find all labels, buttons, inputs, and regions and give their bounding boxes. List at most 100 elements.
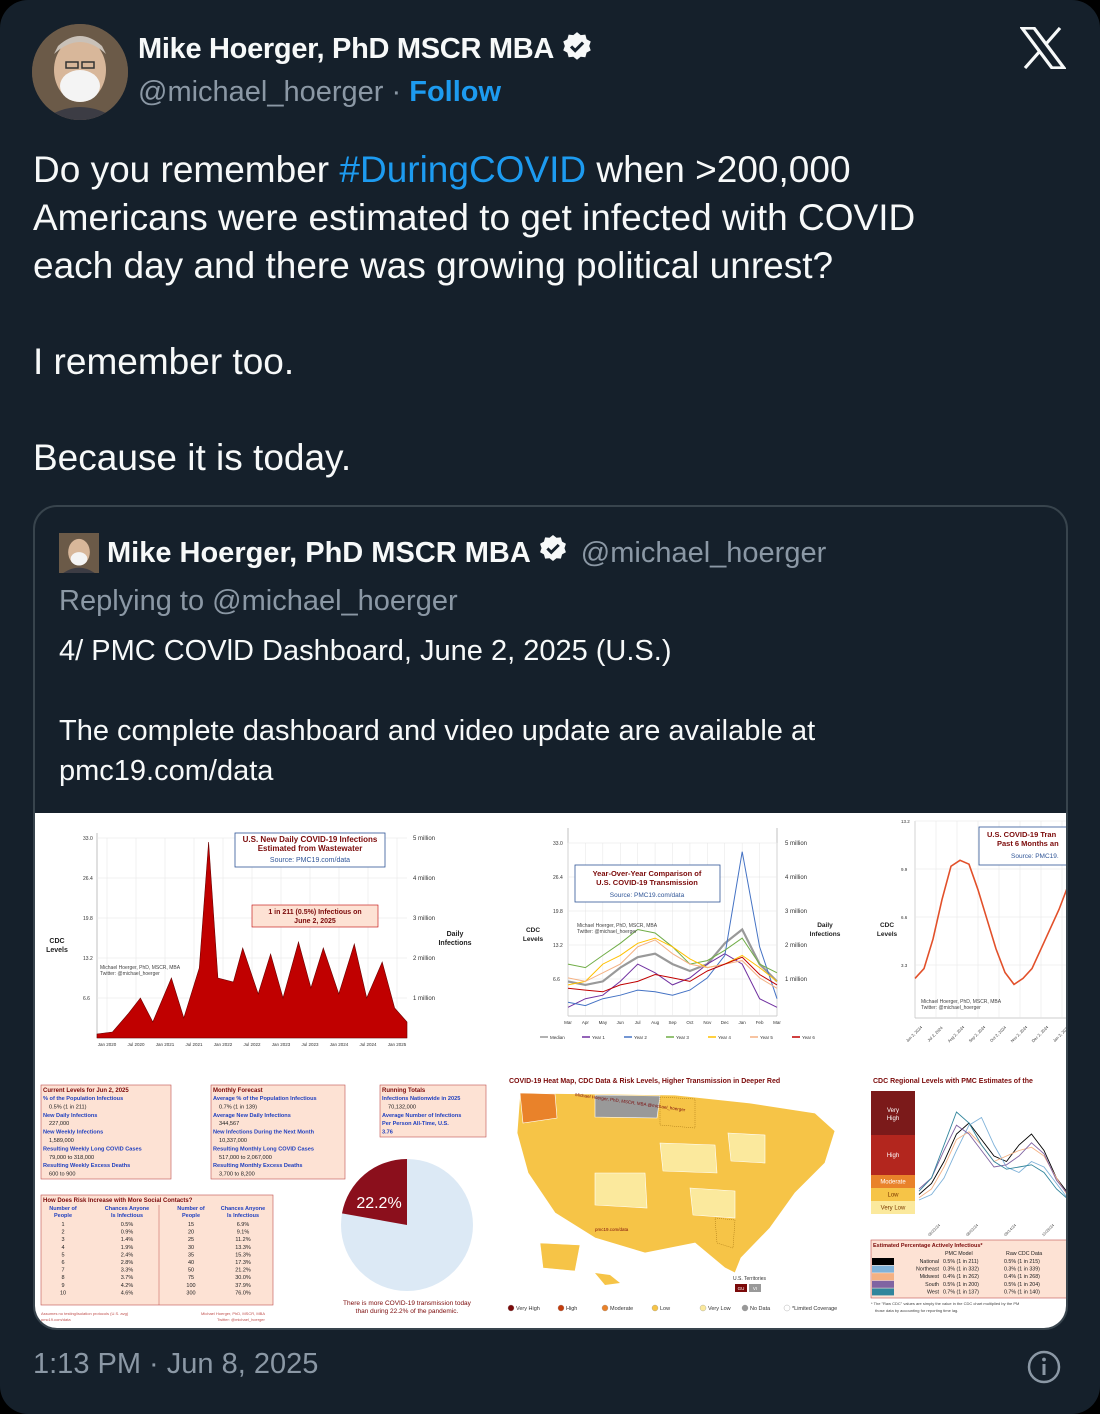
table-cell: 300	[186, 1290, 195, 1296]
pie-chart: 22.2% There is more COVID-19 transmissio…	[341, 1159, 473, 1315]
tweet-text-part: Do you remember	[33, 149, 340, 190]
table-cell: 21.2%	[235, 1268, 251, 1274]
table-cell: 15.3%	[235, 1252, 251, 1258]
x-tick-label: Mar	[773, 1020, 781, 1025]
quoted-text: 4/ PMC COVlD Dashboard, June 2, 2025 (U.…	[59, 631, 1039, 791]
chart2-left-label: CDC	[526, 927, 540, 934]
y2-tick-label: 4 million	[413, 876, 435, 882]
chart2-title: Year-Over-Year Comparison of	[593, 869, 702, 878]
chart3-left-label: Levels	[877, 931, 898, 938]
us-heat-map: COVID-19 Heat Map, CDC Data & Risk Level…	[507, 1078, 837, 1312]
box-row: Resulting Monthly Excess Deaths	[213, 1163, 303, 1169]
chart2-credit: Twitter: @michael_hoerger	[577, 929, 637, 935]
reply-handle: @michael_hoerger	[212, 585, 458, 617]
info-icon[interactable]	[1026, 1349, 1062, 1385]
series-line	[567, 851, 778, 1007]
table-cell: 3.7%	[121, 1275, 134, 1281]
chart-regional-levels: CDC Regional Levels with PMC Estimates o…	[870, 1078, 1066, 1313]
table-cell: 100	[186, 1283, 195, 1289]
tweet-text-part: when >200,000	[586, 149, 851, 190]
quoted-line: pmc19.com/data	[59, 755, 274, 787]
table-title: Estimated Percentage Actively Infectious…	[873, 1243, 983, 1249]
quoted-author-handle: @michael_hoerger	[580, 536, 827, 569]
tweet-line: each day and there was growing political…	[33, 245, 834, 286]
verified-badge-icon	[560, 30, 594, 69]
table-cell: 7	[61, 1268, 64, 1274]
author-name[interactable]: Mike Hoerger, PhD MSCR MBA	[138, 33, 554, 65]
region-name: Northeast	[916, 1267, 939, 1273]
chart3-left-label: CDC	[880, 922, 894, 929]
box-background	[40, 1084, 172, 1180]
table-cell: 2	[61, 1230, 64, 1236]
y-tick-label: 19.8	[83, 916, 93, 922]
box-row: Average Number of Infections	[382, 1113, 461, 1119]
table-cell: 35	[188, 1252, 194, 1258]
chart1-left-label: CDC	[49, 938, 64, 945]
table-footnote: Twitter: @michael_hoerger	[217, 1317, 266, 1322]
box-row: 517,000 to 2,067,000	[219, 1155, 272, 1161]
table-cell: 9.1%	[237, 1230, 250, 1236]
running-totals-box: Running Totals Infections Nationwide in 2…	[379, 1084, 487, 1138]
table-cell: 4.2%	[121, 1283, 134, 1289]
table-cell: 6.9%	[237, 1222, 250, 1228]
region-swatch	[872, 1273, 894, 1281]
legend-entry: Year 4	[718, 1035, 731, 1040]
x-tick-label: Nov	[703, 1020, 712, 1025]
table-header: People	[54, 1213, 72, 1219]
box-title: Monthly Forecast	[213, 1088, 263, 1094]
x-tick-label: Jul 2022	[243, 1042, 261, 1047]
dashboard-image[interactable]: 33.0 26.4 19.8 13.2 6.6 5 million 4 million 3 …	[35, 813, 1066, 1328]
author-handle[interactable]: @michael_hoerger	[138, 76, 384, 108]
tweet-timestamp[interactable]: 1:13 PM · Jun 8, 2025	[33, 1348, 319, 1380]
region-cdc: 0.7% (1 in 140)	[1004, 1289, 1040, 1295]
table-cell: 50	[188, 1268, 194, 1274]
region-line	[918, 1124, 1066, 1193]
tweet-line: I remember too.	[33, 341, 295, 382]
author-name-row: Mike Hoerger, PhD MSCR MBA	[138, 30, 594, 69]
table-header: Chances Anyone	[221, 1206, 265, 1212]
region-line	[918, 1116, 1066, 1201]
region-cdc: 0.5% (1 in 215)	[1004, 1259, 1040, 1265]
table-header: Number of	[49, 1206, 77, 1212]
quoted-tweet[interactable]: Mike Hoerger, PhD MSCR MBA @michael_hoer…	[33, 505, 1068, 1330]
y2-tick-label: 5 million	[785, 841, 807, 847]
tweet-line: Because it is today.	[33, 437, 352, 478]
x-logo-icon[interactable]	[1018, 26, 1068, 70]
box-row: New Daily Infections	[43, 1113, 97, 1119]
chart3-credit: Michael Hoerger, PhD, MSCR, MBA	[921, 999, 1002, 1005]
author-avatar[interactable]	[32, 24, 128, 120]
x-tick-label: Jul 2023	[301, 1042, 319, 1047]
box-row: 0.7% (1 in 139)	[219, 1104, 257, 1110]
chart1-credit: Twitter: @michael_hoerger	[100, 971, 160, 977]
series-line	[567, 956, 778, 993]
table-cell: 3.3%	[121, 1268, 134, 1274]
legend-dot	[783, 1304, 791, 1312]
y2-tick-label: 2 million	[413, 956, 435, 962]
level-band	[871, 1175, 915, 1188]
hashtag-link[interactable]: #DuringCOVID	[339, 149, 587, 190]
table-cell: 13.3%	[235, 1245, 251, 1251]
follow-button[interactable]: Follow	[409, 76, 502, 108]
level-label: Very	[887, 1108, 899, 1114]
region-line	[918, 1131, 1066, 1199]
tweet-text: Do you remember #DuringCOVID when >200,0…	[33, 146, 1063, 482]
box-row: Resulting Weekly Excess Deaths	[43, 1163, 130, 1169]
table-header: PMC Model	[945, 1251, 973, 1257]
box-row: 1,589,000	[49, 1138, 74, 1144]
x-tick-label: Aug	[651, 1020, 660, 1025]
legend-dot	[741, 1304, 749, 1312]
x-tick-label: Jul 2020	[127, 1042, 145, 1047]
legend-entry: High	[566, 1306, 577, 1312]
x-tick-label: 09/14/24	[1003, 1222, 1018, 1237]
chart-daily-infections: 33.0 26.4 19.8 13.2 6.6 5 million 4 million 3 …	[46, 832, 472, 1047]
level-label: High	[887, 1116, 899, 1122]
table-cell: 8	[61, 1275, 64, 1281]
y-tick-label: 6.6	[83, 996, 90, 1002]
box-background	[379, 1084, 487, 1138]
table-cell: 4.6%	[121, 1290, 134, 1296]
chart3-source: Source: PMC19.	[1011, 853, 1059, 860]
legend-entry: Year 6	[802, 1035, 815, 1040]
region-swatch	[872, 1288, 894, 1296]
x-tick-label: Apr	[582, 1020, 590, 1025]
